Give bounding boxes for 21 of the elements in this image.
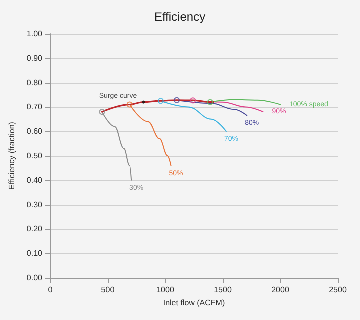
y-tick-label: 0.50 [26, 152, 44, 160]
x-tick-label: 1500 [214, 286, 232, 294]
y-tick-label: 0.30 [26, 200, 44, 210]
chart-title: Efficiency [154, 10, 206, 24]
y-axis-title: Efficiency (fraction) [8, 122, 16, 190]
y-tick-label: 0.70 [26, 102, 44, 112]
x-tick-label: 2500 [329, 286, 348, 294]
x-tick-label: 1000 [156, 286, 175, 294]
y-tick-label: 0.10 [26, 249, 44, 258]
y-tick-label: 0.40 [26, 176, 44, 185]
x-tick-label: 2000 [272, 286, 290, 294]
y-tick-label: 0.60 [26, 127, 44, 136]
y-tick-label: 0.00 [26, 274, 44, 282]
x-axis-title: Inlet flow (ACFM) [163, 298, 226, 308]
y-tick-label: 0.20 [26, 224, 44, 234]
y-tick-label: 1.00 [26, 30, 44, 38]
y-tick-label: 0.90 [26, 54, 44, 63]
y-tick-label: 0.80 [26, 78, 44, 88]
line-series [101, 100, 215, 113]
x-tick-label: 0 [48, 286, 54, 294]
x-tick-label: 500 [101, 286, 116, 294]
